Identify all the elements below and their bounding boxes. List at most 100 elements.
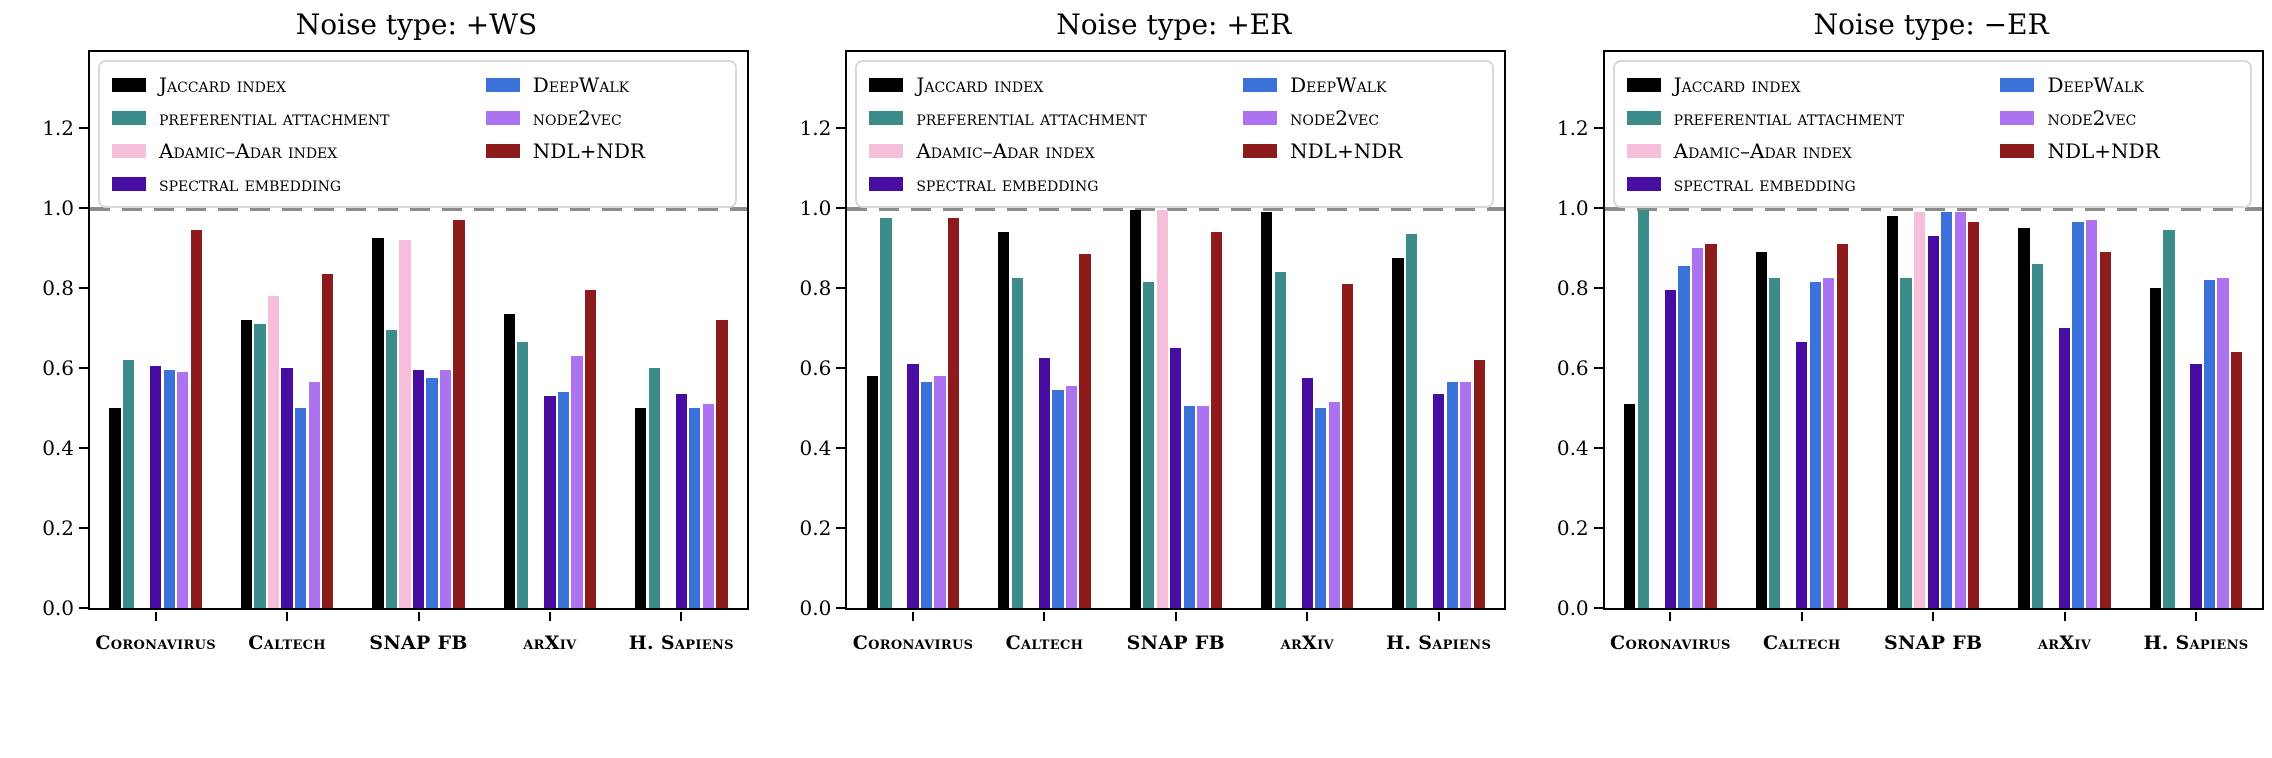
y-tick-label: 1.0 — [1556, 196, 1589, 220]
y-tick-label: 0.2 — [799, 516, 832, 540]
x-tick-mark — [1043, 612, 1046, 621]
legend-item-ndl-ndr: NDL+NDR — [2000, 134, 2249, 167]
bar-preferential-attachment-h-sapiens — [2163, 230, 2175, 608]
legend-item-adamic-adar-index: Adamic–Adar index — [1626, 134, 2001, 167]
legend-swatch-jaccard-index-icon — [112, 77, 146, 92]
y-tick-label: 0.4 — [1556, 436, 1589, 460]
legend-column: Jaccard index preferential attachment Adam… — [869, 68, 1243, 200]
legend-label-spectral-embedding: spectral embedding — [1673, 171, 1856, 196]
legend: Jaccard index preferential attachment Adam… — [1612, 60, 2252, 208]
x-tick-label-snap-fb: SNAP FB — [369, 632, 468, 654]
y-tick-mark — [836, 287, 846, 289]
bar-preferential-attachment-coronavirus — [1637, 210, 1649, 608]
legend-item-node2vec: node2vec — [1243, 101, 1492, 134]
bar-spectral-embedding-arxiv — [1301, 378, 1313, 608]
bar-jaccard-index-h-sapiens — [1392, 258, 1404, 608]
y-tick-label: 0.6 — [1556, 356, 1589, 380]
x-tick-label-coronavirus: Coronavirus — [95, 632, 216, 654]
bar-ndl-ndr-caltech — [322, 274, 334, 608]
bar-spectral-embedding-h-sapiens — [675, 394, 687, 608]
bar-jaccard-index-snap-fb — [1886, 216, 1899, 608]
bar-node2vec-caltech — [1065, 386, 1078, 608]
y-tick-mark — [836, 367, 846, 369]
legend-swatch-spectral-embedding-icon — [869, 176, 904, 191]
bar-deepwalk-caltech — [1052, 390, 1064, 608]
bar-ndl-ndr-coronavirus — [1705, 244, 1717, 608]
bar-deepwalk-coronavirus — [1678, 266, 1690, 608]
bar-ndl-ndr-arxiv — [2099, 252, 2111, 608]
bar-preferential-attachment-h-sapiens — [648, 368, 660, 608]
bar-adamic-adar-index-snap-fb — [1913, 212, 1926, 608]
y-tick-label: 1.2 — [1556, 116, 1589, 140]
subplot-plus-er: Noise type: +ER 0.0 0.2 0.4 0.6 0.8 1.0 1.2 Cor… — [757, 0, 1514, 758]
bar-preferential-attachment-caltech — [254, 324, 266, 608]
legend-swatch-adamic-adar-index-icon — [1626, 143, 1661, 158]
legend-label-ndl-ndr: NDL+NDR — [1290, 138, 1403, 163]
y-tick-mark — [79, 287, 88, 289]
bar-spectral-embedding-arxiv — [544, 396, 556, 608]
legend-label-adamic-adar-index: Adamic–Adar index — [916, 138, 1095, 163]
legend-label-node2vec: node2vec — [1290, 105, 1380, 130]
bar-jaccard-index-caltech — [240, 320, 253, 608]
bar-adamic-adar-index-caltech — [267, 296, 280, 608]
y-tick-label: 0.6 — [42, 356, 74, 380]
legend-swatch-preferential-attachment-icon — [112, 110, 146, 125]
legend-swatch-spectral-embedding-icon — [1626, 176, 1661, 191]
legend-column: Jaccard index preferential attachment Adam… — [1626, 68, 2001, 200]
x-tick-mark — [2194, 612, 2197, 621]
x-tick-mark — [1669, 612, 1672, 621]
legend-swatch-preferential-attachment-icon — [1626, 110, 1661, 125]
bar-adamic-adar-index-snap-fb — [1156, 210, 1168, 608]
baseline-dashed-line — [847, 207, 1505, 211]
bar-deepwalk-h-sapiens — [689, 408, 701, 608]
bar-jaccard-index-snap-fb — [1129, 210, 1141, 608]
x-tick-label-coronavirus: Coronavirus — [852, 632, 974, 654]
y-tick-label: 0.8 — [799, 276, 832, 300]
x-tick-mark — [548, 612, 551, 621]
legend-item-ndl-ndr: NDL+NDR — [1243, 134, 1492, 167]
subplot-ws: Noise type: +WS 0.0 0.2 0.4 0.6 0.8 1.0 1.2 Cor… — [0, 0, 757, 758]
y-tick-mark — [79, 207, 88, 209]
bar-node2vec-coronavirus — [177, 372, 189, 608]
baseline-dashed-line — [1604, 207, 2262, 211]
y-tick-mark — [1593, 367, 1603, 369]
y-tick-mark — [1593, 527, 1603, 529]
bar-ndl-ndr-h-sapiens — [1473, 360, 1485, 608]
x-tick-mark — [1932, 612, 1935, 621]
y-tick-mark — [836, 527, 846, 529]
bar-deepwalk-coronavirus — [163, 370, 175, 608]
bar-spectral-embedding-h-sapiens — [2190, 364, 2202, 608]
legend-swatch-ndl-ndr-icon — [485, 143, 520, 158]
bar-spectral-embedding-snap-fb — [412, 370, 425, 608]
bar-node2vec-h-sapiens — [2217, 278, 2229, 608]
bar-spectral-embedding-coronavirus — [1664, 290, 1676, 608]
y-tick-mark — [79, 607, 88, 609]
bar-deepwalk-arxiv — [2072, 222, 2084, 608]
legend-item-jaccard-index: Jaccard index — [869, 68, 1243, 101]
y-tick-mark — [1593, 607, 1603, 609]
legend-label-jaccard-index: Jaccard index — [1673, 72, 1801, 97]
y-tick-mark — [79, 527, 88, 529]
bar-jaccard-index-coronavirus — [1624, 404, 1636, 608]
legend-item-jaccard-index: Jaccard index — [112, 68, 486, 101]
legend-swatch-node2vec-icon — [485, 110, 520, 125]
bar-ndl-ndr-arxiv — [1342, 284, 1354, 608]
x-tick-label-coronavirus: Coronavirus — [1610, 632, 1731, 654]
bar-ndl-ndr-coronavirus — [947, 218, 960, 608]
legend-swatch-deepwalk-icon — [1243, 77, 1278, 92]
bar-jaccard-index-caltech — [998, 232, 1010, 608]
bar-ndl-ndr-snap-fb — [1210, 232, 1223, 608]
y-tick-mark — [836, 207, 846, 209]
legend-column: Jaccard index preferential attachment Adam… — [112, 68, 486, 200]
bar-spectral-embedding-arxiv — [2058, 328, 2071, 608]
bar-preferential-attachment-snap-fb — [1900, 278, 1912, 608]
legend-label-adamic-adar-index: Adamic–Adar index — [159, 138, 338, 163]
legend-item-adamic-adar-index: Adamic–Adar index — [112, 134, 486, 167]
bar-deepwalk-snap-fb — [426, 378, 438, 608]
legend-column: DeepWalk node2vec NDL+NDR — [2000, 68, 2249, 200]
bar-preferential-attachment-caltech — [1769, 278, 1781, 608]
plot-area-ws: 0.0 0.2 0.4 0.6 0.8 1.0 1.2 Coronavirus Caltech S… — [42, 50, 749, 654]
legend-swatch-adamic-adar-index-icon — [112, 143, 146, 158]
bar-node2vec-coronavirus — [934, 376, 946, 608]
